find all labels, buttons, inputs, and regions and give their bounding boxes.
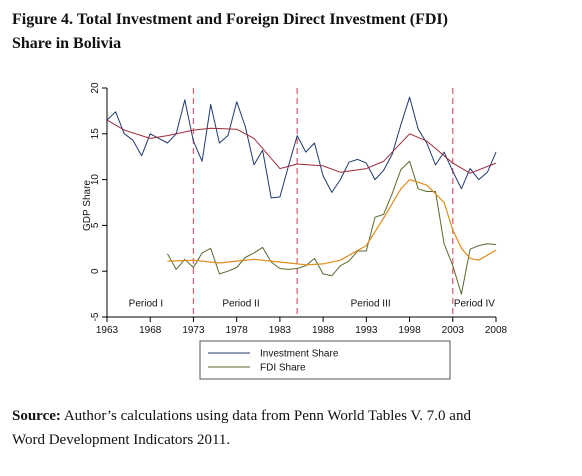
x-tick-label: 1998 — [398, 325, 421, 336]
y-tick-label: 0 — [90, 268, 101, 274]
x-tick-label: 2008 — [485, 325, 508, 336]
period-label-3: Period III — [351, 298, 391, 309]
source-label: Source: — [12, 408, 61, 424]
x-tick-label: 1983 — [269, 325, 292, 336]
x-tick-label: 1993 — [355, 325, 378, 336]
legend-box — [199, 340, 451, 380]
y-tick-label: 20 — [90, 82, 101, 94]
figure-title-line-2: Share in Bolivia — [12, 35, 122, 52]
source-text-line-2: Word Development Indicators 2011. — [12, 432, 231, 448]
source-text-line-1: Author’s calculations using data from Pe… — [63, 408, 471, 424]
fdi-share-line — [167, 160, 497, 295]
period-label-2: Period II — [222, 298, 259, 309]
x-tick-label: 2003 — [442, 325, 465, 336]
period-labels: Period I Period II Period III Period IV — [129, 298, 496, 309]
y-tick-label: 15 — [90, 128, 101, 140]
y-tick-label: 10 — [90, 174, 101, 186]
x-tick-label: 1978 — [226, 325, 249, 336]
x-tick-label: 1988 — [312, 325, 335, 336]
investment-trend-line — [106, 119, 497, 174]
x-tick-label: 1968 — [139, 325, 162, 336]
y-axis-label: GDP Share — [82, 180, 93, 231]
legend-label-2: FDI Share — [260, 363, 306, 374]
period-label-1: Period I — [129, 298, 163, 309]
source-note: Source: Author’s calculations using data… — [12, 404, 577, 452]
legend: Investment Share FDI Share — [199, 340, 451, 380]
figure-heading: Figure 4. Total Investment and Foreign D… — [12, 8, 572, 56]
fdi-trend-line — [167, 179, 497, 266]
period-dividers — [192, 88, 454, 317]
x-tick-label: 1973 — [182, 325, 205, 336]
legend-label-1: Investment Share — [260, 349, 339, 360]
line-chart: -5 0 5 10 15 20 1963 1968 1973 1978 1983 1988 1993 19… — [82, 82, 508, 380]
period-label-4: Period IV — [454, 298, 495, 309]
axes: -5 0 5 10 15 20 1963 1968 1973 1978 1983 1988 1993 19… — [82, 82, 508, 336]
y-tick-label: -5 — [90, 312, 101, 321]
series-lines — [106, 96, 497, 295]
x-tick-label: 1963 — [96, 325, 119, 336]
figure-title-line-1: Figure 4. Total Investment and Foreign D… — [12, 11, 448, 28]
y-tick-label: 5 — [90, 222, 101, 228]
investment-share-line — [106, 96, 497, 199]
